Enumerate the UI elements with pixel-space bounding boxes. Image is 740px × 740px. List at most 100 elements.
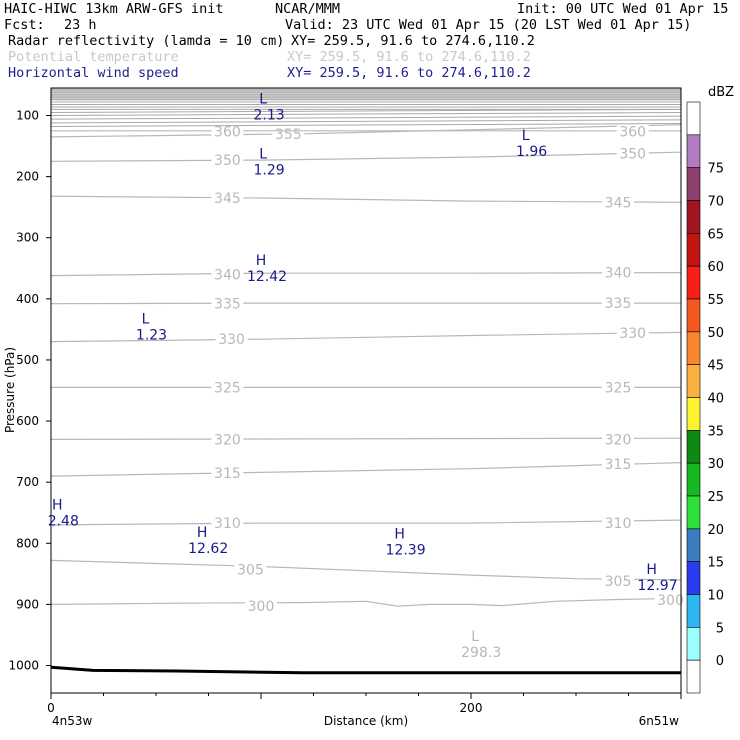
y-tick-label-1000: 1000 xyxy=(8,659,39,673)
colorbar-swatch-7 xyxy=(686,331,701,365)
theta-label-300-1: 300 xyxy=(657,593,684,609)
y-axis-label: Pressure (hPa) xyxy=(3,347,17,433)
extremum-9-type: L xyxy=(471,629,479,645)
theta-label-bg-320-1 xyxy=(602,430,634,447)
theta-label-bg-315-0 xyxy=(211,464,244,480)
theta-label-bg-315-1 xyxy=(602,454,634,471)
theta-label-bg-350-1 xyxy=(616,144,649,161)
x-tick-label-0: 0 xyxy=(47,701,55,715)
colorbar-swatch-6 xyxy=(686,298,701,333)
colorbar-label-0: 0 xyxy=(716,654,724,669)
theta-label-355-0: 355 xyxy=(275,127,302,143)
theta-label-bg-310-1 xyxy=(602,514,634,531)
theta-label-330-0: 330 xyxy=(218,332,245,348)
theta-label-305-1: 305 xyxy=(605,574,632,590)
colorbar-label-45: 45 xyxy=(707,359,724,374)
theta-contour-330 xyxy=(50,331,682,343)
band-line-13 xyxy=(50,123,682,127)
field-xy-wind: XY= 259.5, 91.6 to 274.6,110.2 xyxy=(287,65,531,81)
theta-label-bg-300-1 xyxy=(654,591,687,608)
theta-label-bg-335-1 xyxy=(602,294,634,311)
theta-label-335-1: 335 xyxy=(605,296,632,312)
colorbar-swatch-17 xyxy=(686,659,701,694)
x-axis-label: Distance (km) xyxy=(324,714,408,728)
band-line-12 xyxy=(50,119,682,124)
theta-label-bg-310-0 xyxy=(211,514,244,531)
theta-label-350-1: 350 xyxy=(619,146,646,162)
theta-label-bg-320-0 xyxy=(211,430,244,447)
extremum-9-value: 298.3 xyxy=(461,645,501,661)
extremum-4-type: L xyxy=(142,311,150,327)
field-name-theta: Potential temperature xyxy=(8,49,179,65)
extremum-8-value: 12.97 xyxy=(638,578,678,594)
colorbar-label-50: 50 xyxy=(707,326,724,341)
colorbar-label-20: 20 xyxy=(707,523,724,538)
y-tick-label-300: 300 xyxy=(16,231,39,245)
y-tick-label-900: 900 xyxy=(16,597,39,611)
theta-label-bg-300-0 xyxy=(245,597,277,614)
colorbar-label-65: 65 xyxy=(707,227,724,242)
extremum-1-type: L xyxy=(522,128,530,144)
band-line-11 xyxy=(50,115,682,120)
colorbar-label-25: 25 xyxy=(707,490,724,505)
theta-label-bg-335-0 xyxy=(211,294,244,311)
terrain-line xyxy=(50,665,681,675)
theta-label-340-1: 340 xyxy=(605,266,632,282)
terrain-surface xyxy=(50,665,681,675)
y-tick-label-600: 600 xyxy=(16,414,39,428)
colorbar-swatch-8 xyxy=(686,364,701,398)
theta-label-325-1: 325 xyxy=(605,380,632,396)
wind-extrema: L2.13L1.96L1.29H12.42L1.23H2.48H12.62H12… xyxy=(48,91,678,661)
theta-label-320-1: 320 xyxy=(605,432,632,448)
extremum-8-type: H xyxy=(646,562,657,578)
extremum-1-value: 1.96 xyxy=(516,144,547,160)
colorbar-swatch-14 xyxy=(686,561,701,595)
theta-contour-300 xyxy=(50,597,682,607)
y-tick-label-200: 200 xyxy=(16,170,39,184)
extremum-7-type: H xyxy=(394,526,405,542)
colorbar-label-10: 10 xyxy=(707,589,724,604)
plot-frame xyxy=(50,87,682,694)
colorbar-label-5: 5 xyxy=(716,621,724,636)
colorbar-swatch-3 xyxy=(686,200,701,234)
y-tick-label-700: 700 xyxy=(16,475,39,489)
valid-time: Valid: 23 UTC Wed 01 Apr 15 (20 LST Wed … xyxy=(285,17,692,33)
colorbar-label-75: 75 xyxy=(707,162,724,177)
theta-label-340-0: 340 xyxy=(214,267,241,283)
extremum-0-value: 2.13 xyxy=(254,107,285,123)
y-tick-label-800: 800 xyxy=(16,536,39,550)
colorbar-label-30: 30 xyxy=(707,457,724,472)
extremum-5-value: 2.48 xyxy=(48,514,79,530)
theta-label-350-0: 350 xyxy=(214,153,241,169)
model-title: HAIC-HIWC 13km ARW-GFS init xyxy=(4,1,224,17)
colorbar-swatch-10 xyxy=(686,430,701,464)
theta-label-335-0: 335 xyxy=(214,297,241,313)
band-line-9 xyxy=(50,108,682,113)
colorbar-label-35: 35 xyxy=(707,424,724,439)
theta-contour-335 xyxy=(50,302,681,305)
theta-label-bg-360-0 xyxy=(211,122,244,139)
colorbar-swatch-5 xyxy=(686,265,701,300)
colorbar-swatch-9 xyxy=(686,397,701,431)
band-line-10 xyxy=(50,112,682,116)
colorbar-swatch-4 xyxy=(686,233,701,267)
extremum-0-type: L xyxy=(259,91,267,107)
colorbar-label-15: 15 xyxy=(707,556,724,571)
theta-label-345-0: 345 xyxy=(214,191,241,207)
extremum-3-value: 12.42 xyxy=(247,269,287,285)
x-end-label: 6n51w xyxy=(639,714,680,728)
theta-label-bg-305-1 xyxy=(602,572,634,589)
extremum-2-value: 1.29 xyxy=(254,162,285,178)
theta-label-bg-340-1 xyxy=(602,263,634,280)
theta-contour-310 xyxy=(50,519,682,526)
extremum-5-type: H xyxy=(52,498,63,514)
theta-label-bg-360-1 xyxy=(616,122,649,139)
theta-label-330-1: 330 xyxy=(619,326,646,342)
theta-label-bg-345-0 xyxy=(211,189,244,205)
stratosphere-contour-band xyxy=(50,88,682,127)
theta-label-bg-305-0 xyxy=(234,560,267,577)
colorbar-label-40: 40 xyxy=(707,392,724,407)
fcst-label: Fcst: xyxy=(4,17,45,33)
field-name-reflectivity: Radar reflectivity (lamda = 10 cm) xyxy=(8,33,285,49)
